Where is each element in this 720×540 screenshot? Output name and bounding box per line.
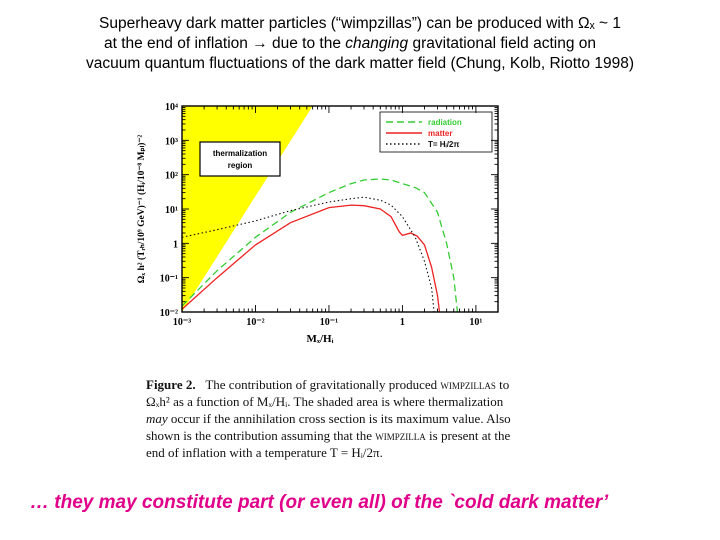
thermalization-label-line-1: thermalization <box>213 149 267 158</box>
x-tick-label-4: 10¹ <box>469 317 482 328</box>
caption-line-2: Ωₓh² as a function of Mₓ/Hᵢ. The shaded … <box>146 394 504 409</box>
series-line-1 <box>182 204 441 312</box>
x-axis-title: Mₓ/Hᵢ <box>306 333 333 345</box>
figure-caption: Figure 2. The contribution of gravitatio… <box>146 376 564 461</box>
legend-label-1: matter <box>428 129 452 138</box>
x-tick-label-2: 10⁻¹ <box>320 317 338 328</box>
caption-line-4-smallcaps: wimpzilla <box>375 428 426 443</box>
chart-canvas: thermalization region radiation matter T= Hᵢ… <box>136 102 499 345</box>
caption-line-1-smallcaps: wimpzillas <box>440 377 496 392</box>
caption-line-4-post: is present at the <box>425 428 511 443</box>
thermalization-label-line-2: region <box>228 161 253 170</box>
caption-line-4: shown is the contribution assuming that … <box>146 427 564 444</box>
wimpzilla-chart: thermalization region radiation matter T= Hᵢ… <box>130 98 510 350</box>
caption-line-1-post: to <box>495 377 510 392</box>
y-tick-label-1: 10⁻¹ <box>160 274 178 285</box>
caption-figure-label: Figure 2. <box>146 377 196 392</box>
caption-line-1: Figure 2. The contribution of gravitatio… <box>146 376 564 393</box>
thermalization-label-box <box>199 141 281 177</box>
y-tick-label-6: 10⁴ <box>165 102 178 113</box>
series-line-0 <box>182 178 459 312</box>
caption-line-4-pre: shown is the contribution assuming that … <box>146 428 376 443</box>
header-line-2-emphasis: changing <box>345 35 409 52</box>
x-tick-label-1: 10⁻² <box>246 317 264 328</box>
y-tick-label-2: 1 <box>173 239 178 250</box>
header-line-2-post: gravitational field acting on <box>408 35 597 52</box>
y-tick-label-4: 10² <box>165 171 178 182</box>
header-line-2-pre: at the end of inflation → due to the <box>103 35 346 52</box>
caption-line-1-text: The contribution of gravitationally prod… <box>205 377 441 392</box>
legend-label-2: T= Hᵢ/2π <box>428 140 459 149</box>
y-axis-title: Ωₓ h² (Tᵣₕ/10⁹ GeV)⁻¹ (Hᵢ/10⁻⁸ Mₚₗ)⁻² <box>136 135 147 284</box>
header-line-1: Superheavy dark matter particles (“wimpz… <box>99 15 621 32</box>
x-tick-label-3: 1 <box>400 317 405 328</box>
thermalization-region <box>182 106 313 312</box>
x-tick-label-0: 10⁻³ <box>173 317 191 328</box>
y-tick-label-3: 10¹ <box>165 205 178 216</box>
caption-line-5: end of inflation with a temperature T = … <box>146 445 383 460</box>
footer-conclusion: … they may constitute part (or even all)… <box>30 492 609 513</box>
header-line-2: at the end of inflation → due to the cha… <box>0 34 720 54</box>
caption-line-3-emphasis: may <box>146 411 168 426</box>
y-tick-label-5: 10³ <box>165 136 178 147</box>
legend-box <box>379 111 493 153</box>
caption-line-3: may occur if the annihilation cross sect… <box>146 410 564 427</box>
slide-header: Superheavy dark matter particles (“wimpz… <box>0 14 720 74</box>
header-line-3: vacuum quantum fluctuations of the dark … <box>86 55 634 72</box>
series-line-2 <box>182 196 435 312</box>
legend-label-0: radiation <box>428 118 462 127</box>
caption-line-3-post: occur if the annihilation cross section … <box>167 411 511 426</box>
y-tick-label-0: 10⁻² <box>160 308 178 319</box>
